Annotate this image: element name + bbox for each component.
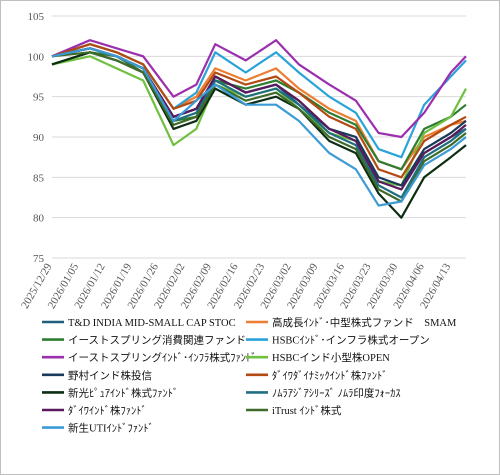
legend-entry: T&D INDIA MID-SMALL CAP STOC [68,318,236,329]
series-line-5 [51,39,467,139]
legend-entry: ﾀﾞｲﾜｲﾝﾄﾞ株ﾌｧﾝﾄﾞ [68,404,147,417]
legend: T&D INDIA MID-SMALL CAP STOC 高成長ｲﾝﾄﾞ･中型株式… [42,316,457,435]
series-line-8 [51,43,467,179]
legend-entry: iTrust ｲﾝﾄﾞ株式 [272,404,342,417]
y-tick-label: 105 [28,11,45,23]
y-tick-label: 85 [33,172,45,184]
y-tick-label: 90 [33,132,45,144]
series-lines [51,39,467,219]
y-tick-label: 75 [33,253,45,265]
legend-entry: 新光ﾋﾟｭｱｲﾝﾄﾞ株式ﾌｧﾝﾄﾞ [68,386,178,399]
legend-entry: 野村インド株投信 [68,369,152,382]
series-line-3 [51,51,467,171]
series-line-11 [51,47,467,191]
y-tick-label: 100 [28,51,45,63]
y-tick-label: 95 [33,92,45,104]
y-tick-label: 80 [33,213,45,225]
legend-entry: ﾉﾑﾗｱｼﾞｱｼﾘｰｽﾞ ﾉﾑﾗ印度ﾌｫｰｶｽ [272,386,401,399]
legend-entry: 高成長ｲﾝﾄﾞ･中型株式ファンド SMAM [272,316,457,329]
series-line-13 [51,47,467,207]
legend-entry: イーストスプリング消費関連ファンド [68,334,246,347]
legend-entry: 新生UTIｲﾝﾄﾞﾌｧﾝﾄﾞ [68,422,154,435]
legend-entry: HSBCｲﾝﾄﾞ･インフラ株式オープン [272,334,430,347]
y-axis-ticks: 75 80 85 90 95 100 105 [28,11,45,265]
legend-entry: HSBCインド小型株OPEN [272,351,390,364]
legend-entry: イーストスプリングｲﾝﾄﾞ･ｲﾝﾌﾗ株式ﾌｧﾝﾄﾞ [68,351,256,364]
legend-entry: ﾀﾞｲﾜﾀﾞｲﾅﾐｯｸｲﾝﾄﾞ株ﾌｧﾝﾄﾞ [272,369,388,382]
x-axis-ticks: 2025/12/292026/01/052026/01/122026/01/19… [19,261,454,311]
